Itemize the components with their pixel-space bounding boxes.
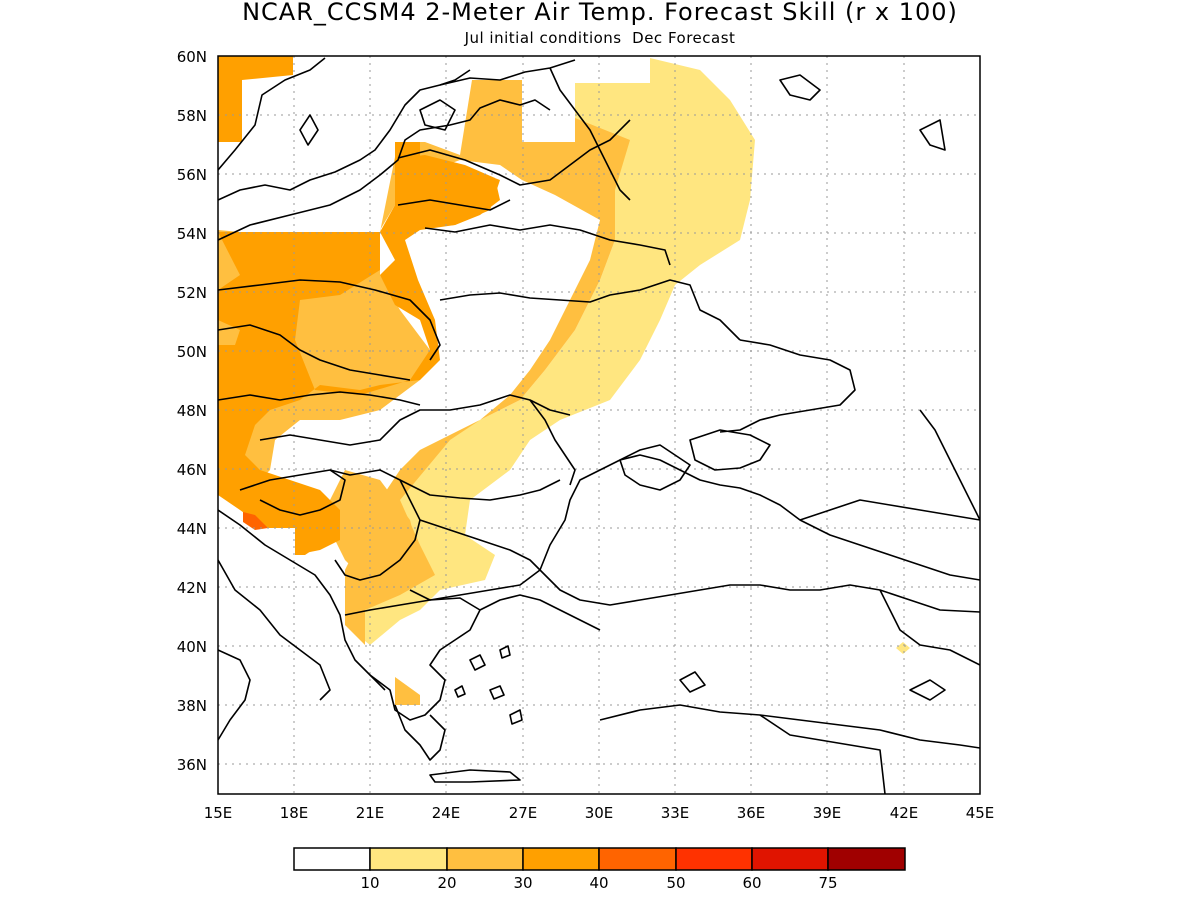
skill-region-east-dot bbox=[896, 642, 910, 654]
czech-border bbox=[218, 324, 411, 381]
croatia-border bbox=[239, 469, 346, 516]
turkey-south-coast bbox=[599, 704, 980, 749]
gulf-of-finland bbox=[439, 59, 576, 86]
y-tick-label: 44N bbox=[177, 520, 207, 538]
skill-region-30-40-north bbox=[398, 155, 500, 230]
y-tick-label: 50N bbox=[177, 343, 207, 361]
greece-north-border bbox=[344, 597, 481, 616]
colorbar-swatch bbox=[446, 847, 524, 871]
austria-hungary-border bbox=[218, 391, 421, 406]
syria-border bbox=[759, 714, 886, 794]
belarus-border bbox=[424, 224, 671, 266]
peloponnese bbox=[394, 704, 446, 761]
y-tick-label: 42N bbox=[177, 579, 207, 597]
x-tick-label: 18E bbox=[280, 804, 309, 822]
colorbar-swatch bbox=[522, 847, 600, 871]
x-tick-label: 45E bbox=[966, 804, 995, 822]
colorbar-label: 75 bbox=[818, 874, 837, 892]
x-tick-label: 30E bbox=[585, 804, 614, 822]
colorbar-label: 10 bbox=[360, 874, 379, 892]
italy-heel bbox=[218, 649, 251, 741]
sea-of-azov bbox=[689, 429, 771, 471]
italy-coast bbox=[218, 559, 331, 701]
colorbar-swatch bbox=[369, 847, 448, 871]
y-axis-labels: 60N 58N 56N 54N 52N 50N 48N 46N 44N 42N … bbox=[177, 48, 207, 774]
caucasus-border bbox=[799, 499, 980, 521]
x-tick-label: 24E bbox=[432, 804, 461, 822]
skill-region-30-40-dinaric bbox=[245, 495, 320, 555]
gotland bbox=[299, 114, 319, 146]
colorbar-label: 60 bbox=[742, 874, 761, 892]
baltic-states-border bbox=[397, 119, 631, 186]
colorbar-swatch bbox=[293, 847, 371, 871]
colorbar-label: 30 bbox=[513, 874, 532, 892]
x-tick-label: 21E bbox=[356, 804, 385, 822]
colorbar-label: 20 bbox=[437, 874, 456, 892]
skill-region-10-20 bbox=[345, 58, 755, 645]
skill-region-50-60 bbox=[243, 512, 268, 530]
caspian-islands bbox=[909, 679, 946, 701]
baltic-coast bbox=[218, 57, 326, 171]
ukraine-north-border bbox=[439, 279, 741, 341]
map-gridlines bbox=[218, 56, 980, 794]
crete bbox=[429, 769, 521, 783]
ukraine-east-border bbox=[719, 339, 856, 433]
y-tick-label: 60N bbox=[177, 48, 207, 66]
cyprus bbox=[679, 671, 706, 693]
y-tick-label: 58N bbox=[177, 107, 207, 125]
colorbar-swatch bbox=[827, 847, 906, 871]
colorbar-swatch bbox=[751, 847, 829, 871]
moldova-border bbox=[529, 399, 576, 486]
y-tick-label: 48N bbox=[177, 402, 207, 420]
colorbar-label: 50 bbox=[666, 874, 685, 892]
colorbar-label: 40 bbox=[589, 874, 608, 892]
y-tick-label: 56N bbox=[177, 166, 207, 184]
x-tick-label: 27E bbox=[509, 804, 538, 822]
x-tick-label: 36E bbox=[737, 804, 766, 822]
x-tick-label: 42E bbox=[890, 804, 919, 822]
russia-west-border bbox=[549, 67, 631, 201]
baltic-south-coast bbox=[218, 99, 551, 241]
x-tick-label: 33E bbox=[661, 804, 690, 822]
y-tick-label: 36N bbox=[177, 756, 207, 774]
colorbar-swatch bbox=[675, 847, 753, 871]
y-tick-label: 54N bbox=[177, 225, 207, 243]
colorbar-swatch bbox=[598, 847, 677, 871]
y-tick-label: 40N bbox=[177, 638, 207, 656]
bulgaria-border bbox=[409, 519, 541, 601]
turkey-border bbox=[879, 589, 980, 666]
crimea bbox=[619, 444, 691, 491]
skill-region-20-30-greece bbox=[395, 677, 420, 705]
map-title: NCAR_CCSM4 2-Meter Air Temp. Forecast Sk… bbox=[242, 0, 958, 26]
greece-coast bbox=[369, 609, 481, 721]
coastlines-borders bbox=[218, 57, 980, 794]
lithuania-border bbox=[397, 199, 511, 211]
y-tick-label: 38N bbox=[177, 697, 207, 715]
aegean-islands bbox=[454, 645, 523, 725]
x-axis-labels: 15E 18E 21E 24E 27E 30E 33E 36E 39E 42E … bbox=[204, 804, 995, 822]
black-sea-south-coast bbox=[539, 569, 980, 613]
colorbar: 10 20 30 40 50 60 75 bbox=[293, 847, 906, 892]
x-tick-label: 15E bbox=[204, 804, 233, 822]
aegean-coast bbox=[479, 594, 601, 631]
y-tick-label: 52N bbox=[177, 284, 207, 302]
skill-shading bbox=[218, 56, 910, 705]
skill-region-30-40-central bbox=[218, 142, 500, 555]
adriatic-coast bbox=[218, 509, 386, 691]
poland-border bbox=[218, 279, 441, 361]
serbia-border bbox=[329, 469, 421, 581]
skill-region-30-40-west bbox=[218, 56, 293, 142]
black-sea-coast bbox=[539, 454, 980, 581]
saaremaa bbox=[419, 99, 456, 131]
caspian-coast bbox=[919, 409, 980, 521]
romania-south-border bbox=[399, 479, 561, 501]
sweden-coast bbox=[218, 69, 471, 201]
map-subtitle: Jul initial conditions Dec Forecast bbox=[464, 29, 736, 47]
map-frame bbox=[217, 55, 981, 795]
kola-lakes bbox=[779, 74, 946, 151]
y-tick-label: 46N bbox=[177, 461, 207, 479]
x-tick-label: 39E bbox=[813, 804, 842, 822]
